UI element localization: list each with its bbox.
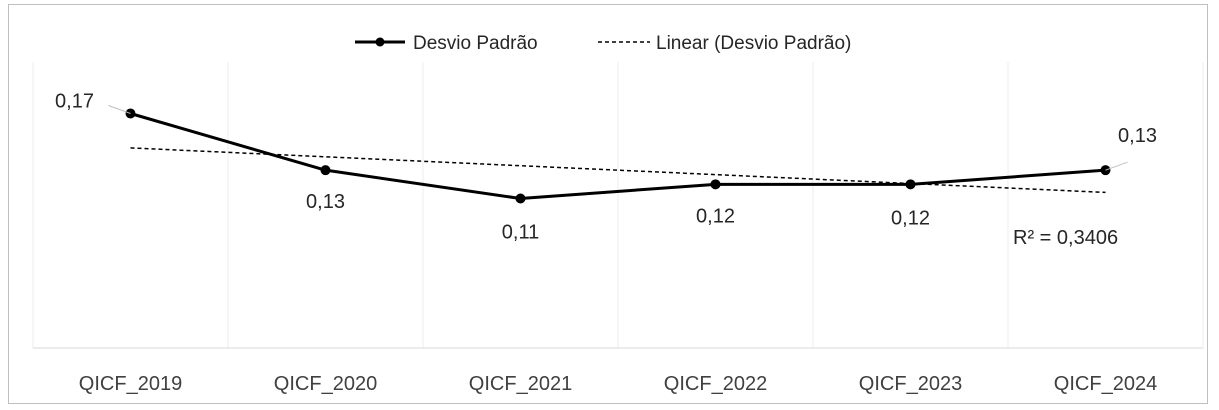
x-tick-label-qicf_2022: QICF_2022 [664,373,767,395]
trendline [130,147,1106,194]
gridlines [32,62,1204,348]
data-point-qicf_2020 [320,165,331,176]
data-point-qicf_2022 [710,179,721,190]
legend-label-desvio-padrao: Desvio Padrão [413,33,538,54]
leader-line-qicf_2024 [1105,161,1128,171]
x-axis-ticks: QICF_2019 QICF_2020 QICF_2021 QICF_2022 QICF… [79,373,1157,395]
x-tick-label-qicf_2024: QICF_2024 [1054,373,1157,395]
x-tick-label-qicf_2019: QICF_2019 [79,373,182,395]
x-tick-label-qicf_2023: QICF_2023 [859,373,962,395]
legend-marker-desvio-padrao [375,37,385,47]
data-point-qicf_2023 [905,179,916,190]
data-labels: 0,17 0,13 0,11 0,12 0,12 0,13 [55,90,1157,243]
legend-label-linear: Linear (Desvio Padrão) [656,33,851,54]
data-label-qicf_2023: 0,12 [891,207,930,229]
r-squared-label: R² = 0,3406 [1013,227,1118,249]
data-point-qicf_2021 [515,193,526,204]
x-tick-label-qicf_2021: QICF_2021 [469,373,572,395]
legend: Desvio Padrão Linear (Desvio Padrão) [355,33,851,54]
data-label-qicf_2022: 0,12 [696,205,735,227]
data-label-qicf_2024: 0,13 [1118,125,1157,147]
leader-line-qicf_2019 [108,105,131,114]
x-tick-label-qicf_2020: QICF_2020 [274,373,377,395]
data-label-qicf_2021: 0,11 [502,222,539,244]
data-label-qicf_2020: 0,13 [306,191,345,213]
series-line-desvio-padrao [130,112,1106,200]
trendline-linear-desvio-padrao [130,147,1106,194]
data-label-qicf_2019: 0,17 [55,90,94,112]
series-desvio-padrao [125,108,1111,204]
